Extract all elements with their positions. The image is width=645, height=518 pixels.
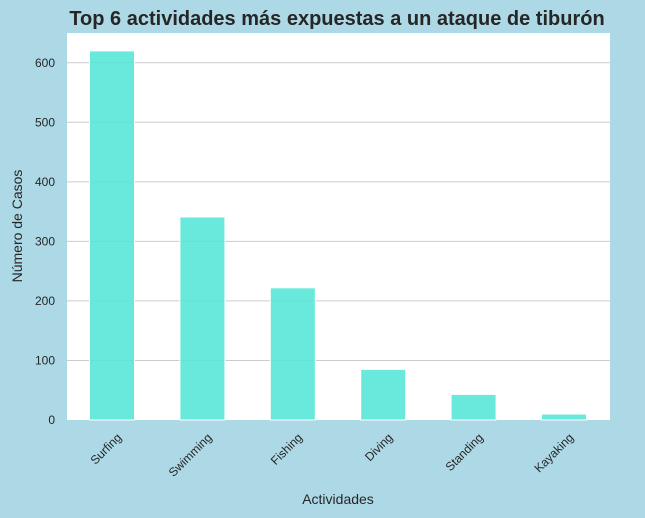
y-tick-label: 600 (35, 56, 55, 70)
x-tick-label: Swimming (166, 430, 215, 479)
y-tick-label: 300 (35, 234, 55, 248)
y-tick-label: 0 (48, 413, 55, 427)
x-tick-label: Kayaking (532, 430, 577, 475)
y-tick-label: 500 (35, 115, 55, 129)
x-tick-labels: Surfing Swimming Fishing Diving Standing Kaya… (88, 430, 577, 479)
x-tick-label: Surfing (88, 430, 125, 467)
x-tick-label: Standing (443, 430, 486, 473)
x-axis-label: Actividades (302, 491, 374, 507)
y-tick-label: 200 (35, 294, 55, 308)
y-tick-label: 400 (35, 175, 55, 189)
bar-fishing (269, 287, 316, 421)
y-tick-label: 100 (35, 353, 55, 367)
plot-area (67, 33, 610, 420)
bar-surfing (89, 50, 135, 421)
x-tick-label: Fishing (268, 430, 305, 467)
bar-standing (450, 393, 497, 421)
bars (89, 50, 587, 421)
y-axis-label: Número de Casos (9, 170, 25, 283)
y-tick-labels: 0 100 200 300 400 500 600 (35, 56, 55, 427)
bar-diving (360, 368, 407, 421)
bar-swimming (179, 216, 226, 421)
chart-title: Top 6 actividades más expuestas a un ata… (69, 8, 604, 30)
x-tick-label: Diving (362, 430, 395, 463)
bar-kayaking (541, 413, 587, 421)
gridlines (67, 62, 610, 361)
